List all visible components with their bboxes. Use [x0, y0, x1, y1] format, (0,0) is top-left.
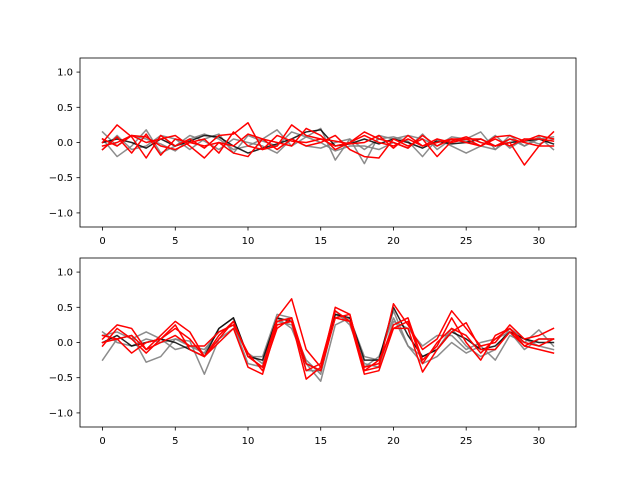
bottom-y-tick-label: −0.5: [49, 373, 73, 384]
top-y-tick-label: 1.0: [57, 68, 73, 79]
bottom-x-tick-label: 20: [387, 436, 400, 447]
top-subplot: 1.0 0.5 0.0 −0.5 −1.0 0 5 10 15 20 25 30: [49, 57, 577, 247]
top-x-tick-label: 20: [387, 236, 400, 247]
bottom-y-tick-label: 0.0: [57, 338, 73, 349]
bottom-y-tick-label: 0.5: [57, 303, 73, 314]
top-series-line-6: [101, 133, 555, 159]
bottom-x-tick-label: 0: [99, 436, 105, 447]
bottom-x-tick-label: 5: [172, 436, 178, 447]
top-x-tick-label: 0: [99, 236, 105, 247]
top-series-group: [101, 122, 555, 166]
top-y-tick-label: 0.5: [57, 103, 73, 114]
bottom-x-tick-label: 30: [533, 436, 546, 447]
top-x-tick-label: 30: [533, 236, 546, 247]
bottom-x-ticks: 0 5 10 15 20 25 30: [99, 427, 545, 447]
bottom-series-line-8: [101, 313, 555, 372]
top-x-tick-label: 15: [314, 236, 327, 247]
bottom-x-tick-label: 25: [460, 436, 473, 447]
bottom-x-tick-label: 10: [242, 436, 255, 447]
top-x-tick-label: 10: [242, 236, 255, 247]
top-axes-frame: [79, 57, 577, 228]
bottom-subplot: 1.0 0.5 0.0 −0.5 −1.0 0 5 10 15 20 25 30: [49, 257, 577, 447]
top-y-tick-label: −0.5: [49, 173, 73, 184]
bottom-y-tick-label: −1.0: [49, 408, 73, 419]
bottom-y-tick-label: 1.0: [57, 268, 73, 279]
top-series-line-8: [101, 131, 555, 154]
top-x-tick-label: 5: [172, 236, 178, 247]
top-x-tick-label: 25: [460, 236, 473, 247]
bottom-series-group: [101, 298, 555, 382]
top-y-ticks: 1.0 0.5 0.0 −0.5 −1.0: [49, 68, 80, 219]
top-y-tick-label: 0.0: [57, 138, 73, 149]
bottom-y-ticks: 1.0 0.5 0.0 −0.5 −1.0: [49, 268, 80, 419]
bottom-series-line-7: [101, 310, 555, 372]
bottom-x-tick-label: 15: [314, 436, 327, 447]
bottom-axes-frame: [79, 257, 577, 428]
top-x-ticks: 0 5 10 15 20 25 30: [99, 227, 545, 247]
top-y-tick-label: −1.0: [49, 208, 73, 219]
